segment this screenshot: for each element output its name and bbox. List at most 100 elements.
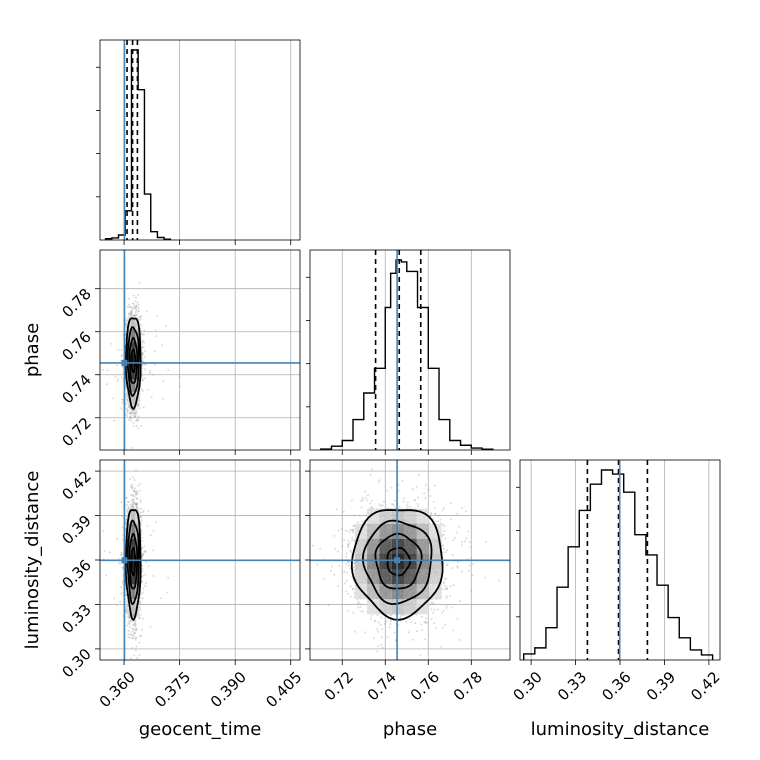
histogram-luminosity_distance <box>516 459 721 665</box>
sample-point <box>127 630 130 633</box>
sample-point <box>112 419 115 422</box>
truth-marker <box>121 359 128 366</box>
sample-point <box>125 496 128 499</box>
sample-point <box>132 425 135 428</box>
sample-point <box>130 306 133 309</box>
sample-point <box>130 505 133 508</box>
scatter-geocent_time-phase <box>95 249 301 455</box>
sample-point <box>130 493 132 496</box>
sample-point <box>125 407 128 410</box>
sample-point <box>152 574 155 577</box>
sample-point <box>133 501 136 504</box>
sample-point <box>120 553 123 556</box>
sample-point <box>149 372 152 375</box>
sample-point <box>141 339 144 342</box>
sample-point <box>150 534 152 537</box>
sample-point <box>131 630 134 633</box>
sample-point <box>149 369 151 372</box>
sample-point <box>165 325 167 327</box>
sample-point <box>136 301 139 304</box>
sample-point <box>152 549 155 552</box>
sample-point <box>154 329 157 332</box>
sample-point <box>141 364 144 367</box>
sample-point <box>138 654 141 657</box>
sample-point <box>142 574 144 577</box>
sample-point <box>139 608 142 611</box>
sample-point <box>134 637 137 640</box>
scatter-geocent_time-luminosity_distance <box>95 459 301 665</box>
sample-point <box>142 406 145 409</box>
sample-point <box>144 550 147 553</box>
sample-point <box>132 624 135 626</box>
sample-point <box>134 409 136 412</box>
sample-point <box>115 603 118 606</box>
sample-point <box>136 656 139 659</box>
sample-point <box>121 526 124 529</box>
sample-point <box>119 600 121 603</box>
panel-background <box>100 40 300 240</box>
sample-point <box>167 576 170 579</box>
sample-point <box>140 424 142 427</box>
sample-point <box>129 407 132 409</box>
sample-point <box>131 503 134 506</box>
sample-point <box>133 629 136 632</box>
sample-point <box>133 307 135 310</box>
sample-point <box>155 521 158 524</box>
sample-point <box>138 641 141 644</box>
sample-point <box>114 375 117 378</box>
sample-point <box>141 597 144 600</box>
sample-point <box>142 378 144 381</box>
sample-point <box>141 628 143 631</box>
sample-point <box>109 551 111 554</box>
sample-point <box>115 364 118 367</box>
histogram-geocent_time <box>96 39 301 245</box>
sample-point <box>133 314 136 317</box>
sample-point <box>139 407 141 410</box>
sample-point <box>155 335 158 338</box>
sample-point <box>120 354 123 357</box>
sample-point <box>116 377 119 380</box>
sample-point <box>133 489 136 492</box>
sample-point <box>129 625 132 628</box>
sample-point <box>138 489 141 492</box>
sample-point <box>120 586 122 589</box>
sample-point <box>140 314 143 317</box>
sample-point <box>135 627 138 630</box>
sample-point <box>143 329 146 332</box>
sample-point <box>143 355 146 358</box>
sample-point <box>141 591 144 594</box>
panel-frame <box>99 39 301 241</box>
sample-point <box>134 307 137 310</box>
sample-point <box>139 613 142 616</box>
sample-point <box>135 410 138 413</box>
panel-frame <box>519 459 721 661</box>
sample-point <box>137 310 140 313</box>
sample-point <box>139 315 142 318</box>
sample-point <box>102 530 105 533</box>
sample-point <box>152 530 155 533</box>
sample-point <box>116 380 119 382</box>
sample-point <box>120 349 123 352</box>
sample-point <box>137 303 140 306</box>
sample-point <box>138 282 141 285</box>
sample-point <box>129 478 131 481</box>
sample-point <box>152 373 155 376</box>
sample-point <box>141 341 143 343</box>
sample-point <box>135 628 138 631</box>
sample-point <box>132 294 135 297</box>
sample-point <box>134 305 137 308</box>
sample-point <box>132 637 134 640</box>
sample-point <box>135 506 138 509</box>
sample-point <box>101 368 104 371</box>
sample-point <box>140 507 142 510</box>
sample-point <box>146 525 149 528</box>
sample-point <box>134 411 136 414</box>
sample-point <box>130 411 133 414</box>
sample-point <box>136 418 139 421</box>
sample-point <box>132 635 135 638</box>
sample-point <box>134 649 137 652</box>
sample-point <box>133 495 136 498</box>
sample-point <box>141 357 144 360</box>
sample-point <box>139 634 142 637</box>
